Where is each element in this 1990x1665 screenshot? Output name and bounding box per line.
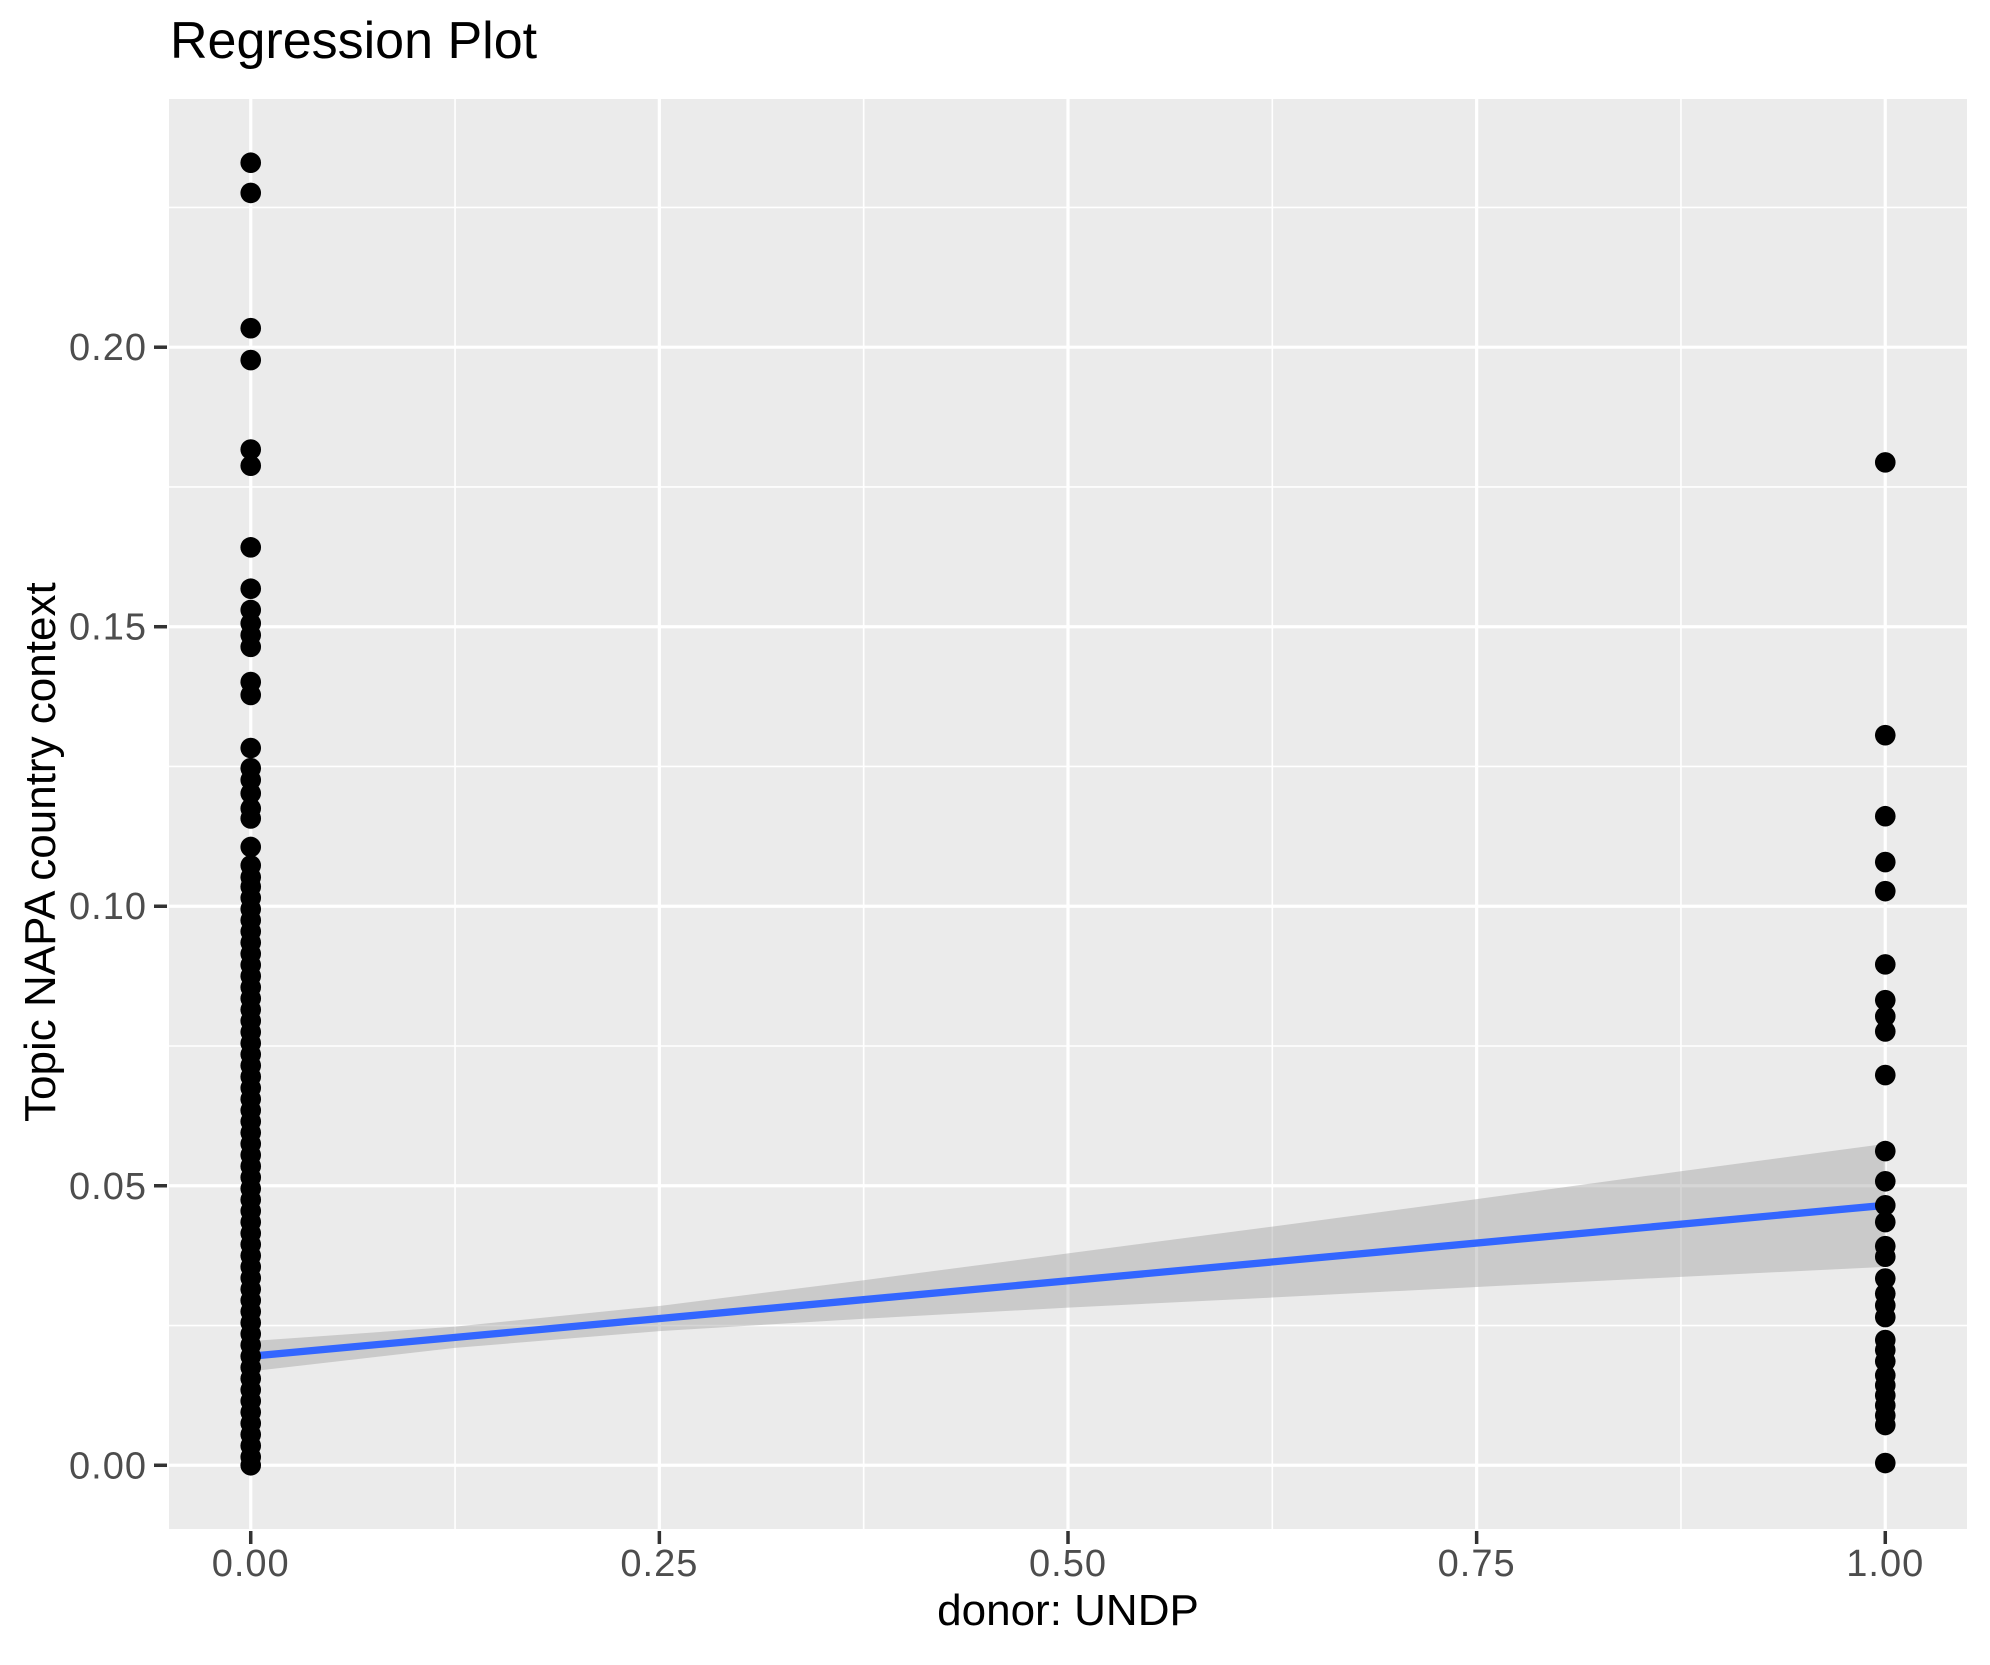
data-point [1874, 805, 1896, 827]
x-tick-label: 1.00 [1846, 1543, 1924, 1585]
data-point [1874, 1140, 1896, 1162]
data-point [1874, 1064, 1896, 1086]
data-point [1874, 954, 1896, 975]
data-point [240, 836, 262, 858]
y-tick-label: 0.15 [69, 607, 147, 649]
y-tick-label: 0.05 [69, 1166, 147, 1208]
data-point [1874, 880, 1896, 902]
data-point [240, 317, 262, 339]
data-point [1874, 1452, 1896, 1474]
data-point [1874, 724, 1896, 746]
data-point [1874, 1306, 1896, 1328]
x-tick-label: 0.75 [1438, 1543, 1516, 1585]
data-point [240, 349, 262, 371]
x-tick-label: 0.50 [1029, 1543, 1107, 1585]
y-tick-label: 0.00 [69, 1445, 147, 1487]
data-point [240, 578, 262, 600]
data-point [240, 537, 262, 558]
data-point [240, 684, 262, 706]
data-point [1874, 851, 1896, 873]
regression-line [250, 1201, 1886, 1360]
data-point [1874, 1246, 1896, 1268]
y-tick-label: 0.10 [69, 886, 147, 928]
x-tick-label: 0.25 [620, 1543, 698, 1585]
confidence-band [250, 1143, 1886, 1372]
data-point [240, 455, 262, 477]
data-point [1874, 1268, 1896, 1289]
data-point [240, 808, 262, 829]
data-point [240, 152, 262, 174]
data-point [240, 182, 262, 204]
data-point [1874, 452, 1896, 473]
data-point [240, 1454, 262, 1476]
x-tick-label: 0.00 [212, 1543, 290, 1585]
data-point [1874, 1414, 1896, 1436]
x-axis-title: donor: UNDP [937, 1586, 1199, 1635]
data-point [240, 636, 262, 658]
data-point [1874, 1006, 1896, 1027]
data-point [240, 737, 262, 759]
data-point [1874, 1170, 1896, 1192]
data-point [240, 783, 262, 804]
data-point [1874, 989, 1896, 1011]
data-point [1874, 1211, 1896, 1233]
y-axis-title: Topic NAPA country context [16, 582, 65, 1122]
data-point [240, 439, 262, 460]
plot-title: Regression Plot [170, 12, 538, 70]
data-point [1874, 1021, 1896, 1042]
y-tick-label: 0.20 [69, 327, 147, 369]
data-point [1874, 1195, 1896, 1216]
